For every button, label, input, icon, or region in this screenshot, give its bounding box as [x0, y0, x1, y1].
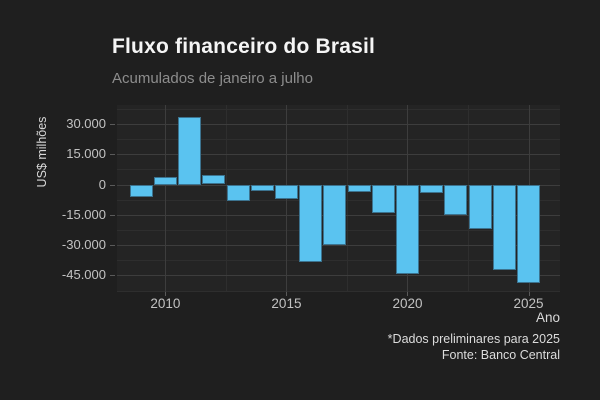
- bar-2013: [226, 184, 250, 202]
- y-tick-mark: [110, 184, 115, 186]
- x-tick-mark: [528, 292, 530, 296]
- bar-2019: [371, 184, 395, 213]
- y-tick-label--30000: -30.000: [61, 237, 106, 253]
- bar-2020: [395, 184, 419, 274]
- bar-2009: [129, 184, 153, 198]
- gridline-minor-h: [117, 290, 560, 292]
- bar-2011: [178, 117, 202, 185]
- caption-line-1: *Dados preliminares para 2025: [387, 332, 560, 346]
- gridline-major-h: [117, 123, 560, 125]
- plot-panel: [117, 105, 560, 292]
- gridline-minor-v: [225, 105, 227, 292]
- y-tick-label--45000: -45.000: [61, 267, 106, 283]
- chart-subtitle: Acumulados de janeiro a julho: [112, 70, 313, 87]
- bar-2025: [517, 184, 541, 283]
- bar-2018: [347, 184, 371, 192]
- bar-2021: [420, 184, 444, 193]
- y-tick-label-0: 0: [98, 176, 106, 192]
- y-tick-mark: [110, 123, 115, 125]
- bar-2022: [444, 184, 468, 215]
- bar-2023: [468, 184, 492, 229]
- x-tick-mark: [286, 292, 288, 296]
- gridline-major-h: [117, 275, 560, 277]
- x-tick-label-2010: 2010: [150, 296, 181, 311]
- bar-2014: [250, 184, 274, 191]
- y-tick-label-15000: 15.000: [66, 146, 106, 162]
- x-tick-mark: [165, 292, 167, 296]
- bar-2010: [153, 177, 177, 185]
- y-tick-label-30000: 30.000: [66, 115, 106, 131]
- caption-line-2: Fonte: Banco Central: [441, 347, 560, 362]
- bar-2015: [274, 184, 298, 199]
- gridline-minor-v: [346, 105, 348, 292]
- chart-title: Fluxo financeiro do Brasil: [112, 35, 376, 58]
- y-tick-mark: [110, 275, 115, 277]
- y-tick-mark: [110, 154, 115, 156]
- x-tick-label-2015: 2015: [271, 296, 302, 311]
- x-tick-mark: [407, 292, 409, 296]
- bar-2024: [492, 184, 516, 270]
- gridline-major-v: [165, 105, 167, 292]
- x-tick-label-2020: 2020: [392, 296, 423, 311]
- gridline-major-h: [117, 245, 560, 247]
- y-tick-mark: [110, 245, 115, 247]
- gridline-minor-h: [117, 260, 560, 262]
- bar-2016: [299, 184, 323, 262]
- caption: *Dados preliminares para 2025 Fonte: Ban…: [388, 332, 560, 363]
- x-tick-label-2025: 2025: [513, 296, 544, 311]
- gridline-major-h: [117, 154, 560, 156]
- x-axis-title: Ano: [535, 310, 560, 325]
- gridline-minor-h: [117, 139, 560, 141]
- y-tick-mark: [110, 214, 115, 216]
- y-tick-label--15000: -15.000: [61, 206, 106, 222]
- gridline-minor-h: [117, 108, 560, 110]
- bar-2017: [323, 184, 347, 245]
- gridline-minor-h: [117, 169, 560, 171]
- gridline-minor-v: [468, 105, 469, 292]
- bar-2012: [202, 175, 226, 185]
